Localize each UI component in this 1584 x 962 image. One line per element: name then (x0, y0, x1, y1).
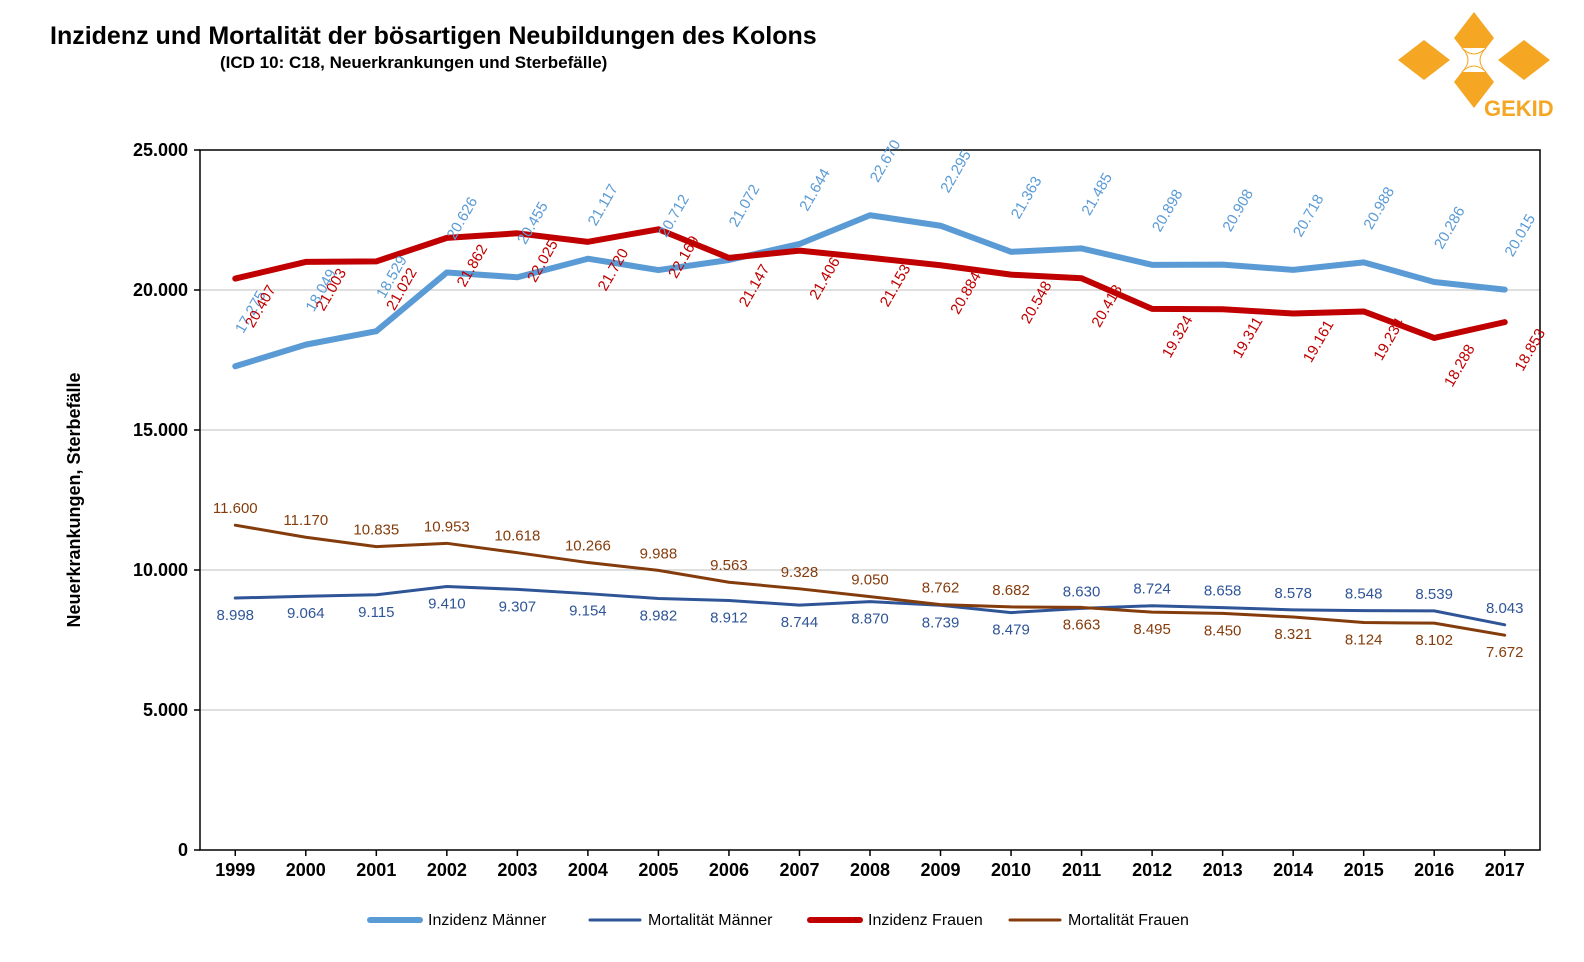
data-label: 20.884 (947, 269, 985, 317)
data-label: 9.988 (640, 545, 678, 562)
x-tick-label: 2016 (1414, 860, 1454, 880)
data-label: 9.563 (710, 557, 748, 574)
data-label: 8.124 (1345, 632, 1383, 649)
data-label: 22.169 (665, 233, 703, 281)
data-label: 21.862 (454, 242, 492, 290)
data-label: 8.102 (1415, 632, 1453, 649)
x-tick-label: 2012 (1132, 860, 1172, 880)
data-label: 8.043 (1486, 600, 1524, 617)
x-tick-label: 2011 (1062, 860, 1101, 880)
data-label: 8.982 (640, 608, 678, 625)
data-label: 8.479 (992, 622, 1030, 639)
data-label: 20.898 (1149, 187, 1187, 235)
data-label: 21.363 (1008, 174, 1046, 222)
data-label: 20.908 (1219, 186, 1257, 234)
y-tick-label: 25.000 (133, 140, 188, 160)
x-tick-label: 2010 (991, 860, 1031, 880)
data-label: 8.658 (1204, 583, 1242, 600)
data-label: 10.618 (494, 528, 540, 545)
x-tick-label: 2015 (1344, 860, 1384, 880)
series-line-inzidenz_frauen (235, 229, 1504, 338)
x-tick-label: 2017 (1485, 860, 1525, 880)
y-axis-title: Neuerkrankungen, Sterbefälle (64, 372, 84, 627)
legend-label: Mortalität Frauen (1068, 912, 1189, 929)
x-tick-label: 2001 (356, 860, 396, 880)
data-label: 21.406 (806, 254, 844, 302)
legend-label: Inzidenz Männer (428, 912, 547, 929)
data-label: 19.234 (1370, 315, 1408, 363)
data-label: 21.153 (877, 261, 915, 309)
y-tick-label: 20.000 (133, 280, 188, 300)
data-label: 8.495 (1133, 621, 1171, 638)
data-label: 20.548 (1018, 278, 1056, 326)
y-tick-label: 15.000 (133, 420, 188, 440)
data-label: 8.682 (992, 582, 1030, 599)
data-label: 8.912 (710, 609, 748, 626)
legend-label: Mortalität Männer (648, 912, 773, 929)
x-tick-label: 2000 (286, 860, 326, 880)
data-label: 8.870 (851, 611, 889, 628)
data-label: 9.410 (428, 596, 466, 613)
y-tick-label: 0 (178, 840, 188, 860)
data-label: 22.295 (937, 147, 975, 195)
data-label: 8.548 (1345, 586, 1383, 603)
x-tick-label: 1999 (215, 860, 255, 880)
data-label: 20.286 (1431, 204, 1469, 252)
x-tick-label: 2008 (850, 860, 890, 880)
data-label: 21.720 (595, 246, 633, 294)
data-label: 10.266 (565, 538, 611, 555)
x-tick-label: 2006 (709, 860, 749, 880)
data-label: 18.288 (1441, 342, 1479, 390)
data-label: 18.853 (1511, 326, 1549, 374)
data-label: 7.672 (1486, 644, 1524, 661)
data-label: 19.161 (1300, 317, 1338, 365)
data-label: 8.744 (781, 614, 819, 631)
x-tick-label: 2004 (568, 860, 608, 880)
data-label: 10.835 (353, 522, 399, 539)
data-label: 20.718 (1290, 192, 1328, 240)
x-tick-label: 2013 (1203, 860, 1243, 880)
line-chart: 0 5.000 10.000 15.000 20.000 25.000 1999 2000 20… (0, 0, 1584, 962)
data-label: 8.450 (1204, 622, 1242, 639)
data-label: 11.600 (213, 500, 258, 517)
data-label: 21.147 (736, 262, 774, 310)
data-label: 11.170 (283, 512, 328, 529)
data-label: 20.015 (1501, 211, 1539, 259)
x-tick-label: 2007 (779, 860, 819, 880)
data-label: 8.539 (1415, 586, 1453, 603)
data-label: 8.321 (1274, 626, 1312, 643)
data-label: 21.485 (1078, 170, 1116, 218)
data-label: 9.328 (781, 564, 819, 581)
x-tick-label: 2009 (921, 860, 961, 880)
data-label: 8.630 (1063, 583, 1101, 600)
x-tick-label: 2002 (427, 860, 467, 880)
data-label: 9.064 (287, 605, 325, 622)
data-label: 9.115 (358, 604, 394, 621)
legend-label: Inzidenz Frauen (868, 912, 983, 929)
data-label: 20.988 (1360, 184, 1398, 232)
data-label: 8.762 (922, 580, 960, 597)
x-tick-label: 2005 (638, 860, 678, 880)
data-label: 10.953 (424, 518, 470, 535)
data-label: 21.117 (585, 181, 622, 228)
data-label: 9.154 (569, 603, 607, 620)
y-tick-label: 5.000 (143, 700, 188, 720)
data-label: 19.311 (1229, 314, 1266, 361)
data-label: 8.578 (1274, 585, 1312, 602)
data-label: 8.998 (216, 607, 254, 624)
data-label: 8.724 (1133, 581, 1171, 598)
x-tick-label: 2014 (1273, 860, 1313, 880)
data-label: 20.418 (1088, 282, 1126, 330)
data-label: 8.739 (922, 614, 960, 631)
data-label: 21.644 (796, 166, 834, 214)
data-label: 8.663 (1063, 616, 1101, 633)
chart-container: Inzidenz und Mortalität der bösartigen N… (0, 0, 1584, 962)
data-label: 9.050 (851, 572, 889, 589)
y-tick-label: 10.000 (133, 560, 188, 580)
data-label: 19.324 (1159, 313, 1197, 361)
x-tick-label: 2003 (497, 860, 537, 880)
data-label: 22.670 (867, 137, 905, 185)
data-label: 9.307 (499, 598, 537, 615)
data-label: 21.072 (726, 182, 764, 230)
